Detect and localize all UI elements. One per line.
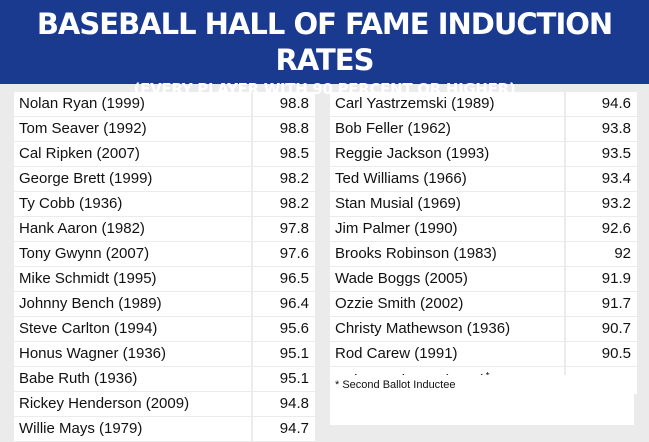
player-name: Rickey Henderson (2009) xyxy=(14,392,251,416)
induction-rate: 95.6 xyxy=(253,317,315,341)
induction-rate: 90.5 xyxy=(566,342,637,366)
player-name: Tony Gwynn (2007) xyxy=(14,242,251,266)
player-name: Stan Musial (1969) xyxy=(330,192,564,216)
induction-rate: 93.8 xyxy=(566,117,637,141)
table-row: Rickey Henderson (2009) 94.8 xyxy=(14,392,315,416)
player-name: Wade Boggs (2005) xyxy=(330,267,564,291)
induction-rate: 97.6 xyxy=(253,242,315,266)
player-name: Willie Mays (1979) xyxy=(14,417,251,441)
player-name: Ty Cobb (1936) xyxy=(14,192,251,216)
table-row: Christy Mathewson (1936) 90.7 xyxy=(330,317,637,341)
induction-rate: 95.1 xyxy=(253,342,315,366)
table-row: Ty Cobb (1936) 98.2 xyxy=(14,192,315,216)
footnote-box: * Second Ballot Inductee xyxy=(330,375,634,425)
induction-rate: 97.8 xyxy=(253,217,315,241)
player-name: Babe Ruth (1936) xyxy=(14,367,251,391)
player-name: Cal Ripken (2007) xyxy=(14,142,251,166)
page-title: BASEBALL HALL OF FAME INDUCTION RATES xyxy=(36,7,613,77)
table-row: Stan Musial (1969) 93.2 xyxy=(330,192,637,216)
induction-rate: 98.8 xyxy=(253,92,315,116)
table-row: Willie Mays (1979) 94.7 xyxy=(14,417,315,441)
table-row: Steve Carlton (1994) 95.6 xyxy=(14,317,315,341)
player-name: Christy Mathewson (1936) xyxy=(330,317,564,341)
player-name: Johnny Bench (1989) xyxy=(14,292,251,316)
induction-rate: 98.2 xyxy=(253,167,315,191)
table-row: Bob Feller (1962) 93.8 xyxy=(330,117,637,141)
player-name: Brooks Robinson (1983) xyxy=(330,242,564,266)
table-row: Cal Ripken (2007) 98.5 xyxy=(14,142,315,166)
induction-rate: 91.7 xyxy=(566,292,637,316)
induction-rate: 92 xyxy=(566,242,637,266)
table-row: Carl Yastrzemski (1989) 94.6 xyxy=(330,92,637,116)
player-name: Ted Williams (1966) xyxy=(330,167,564,191)
induction-rate: 94.6 xyxy=(566,92,637,116)
right-table: Carl Yastrzemski (1989) 94.6 Bob Feller (1… xyxy=(330,92,637,395)
induction-rate: 91.9 xyxy=(566,267,637,291)
induction-rate: 90.7 xyxy=(566,317,637,341)
player-name: Nolan Ryan (1999) xyxy=(14,92,251,116)
content: Nolan Ryan (1999) 98.8 Tom Seaver (1992) 98… xyxy=(0,84,649,441)
table-row: Rod Carew (1991) 90.5 xyxy=(330,342,637,366)
induction-rate: 96.5 xyxy=(253,267,315,291)
induction-rate: 98.8 xyxy=(253,117,315,141)
header: BASEBALL HALL OF FAME INDUCTION RATES (E… xyxy=(0,0,649,98)
induction-rate: 93.2 xyxy=(566,192,637,216)
footnote: * Second Ballot Inductee xyxy=(335,379,456,391)
induction-rate: 95.1 xyxy=(253,367,315,391)
induction-rate: 98.5 xyxy=(253,142,315,166)
table-row: Ozzie Smith (2002) 91.7 xyxy=(330,292,637,316)
player-name: Honus Wagner (1936) xyxy=(14,342,251,366)
induction-rate: 93.5 xyxy=(566,142,637,166)
player-name: Reggie Jackson (1993) xyxy=(330,142,564,166)
player-name: Mike Schmidt (1995) xyxy=(14,267,251,291)
player-name: Rod Carew (1991) xyxy=(330,342,564,366)
player-name: George Brett (1999) xyxy=(14,167,251,191)
table-row: Tony Gwynn (2007) 97.6 xyxy=(14,242,315,266)
table-row: George Brett (1999) 98.2 xyxy=(14,167,315,191)
table-row: Reggie Jackson (1993) 93.5 xyxy=(330,142,637,166)
induction-rate: 94.8 xyxy=(253,392,315,416)
player-name: Carl Yastrzemski (1989) xyxy=(330,92,564,116)
table-row: Honus Wagner (1936) 95.1 xyxy=(14,342,315,366)
player-name: Tom Seaver (1992) xyxy=(14,117,251,141)
player-name: Ozzie Smith (2002) xyxy=(330,292,564,316)
table-row: Mike Schmidt (1995) 96.5 xyxy=(14,267,315,291)
induction-rate: 98.2 xyxy=(253,192,315,216)
player-name: Jim Palmer (1990) xyxy=(330,217,564,241)
table-row: Brooks Robinson (1983) 92 xyxy=(330,242,637,266)
table-row: Ted Williams (1966) 93.4 xyxy=(330,167,637,191)
induction-rate: 94.7 xyxy=(253,417,315,441)
induction-rate: 93.4 xyxy=(566,167,637,191)
induction-rate: 96.4 xyxy=(253,292,315,316)
player-name: Bob Feller (1962) xyxy=(330,117,564,141)
table-row: Johnny Bench (1989) 96.4 xyxy=(14,292,315,316)
player-name: Steve Carlton (1994) xyxy=(14,317,251,341)
table-row: Tom Seaver (1992) 98.8 xyxy=(14,117,315,141)
player-name: Hank Aaron (1982) xyxy=(14,217,251,241)
table-row: Hank Aaron (1982) 97.8 xyxy=(14,217,315,241)
table-row: Wade Boggs (2005) 91.9 xyxy=(330,267,637,291)
table-row: Babe Ruth (1936) 95.1 xyxy=(14,367,315,391)
table-row: Nolan Ryan (1999) 98.8 xyxy=(14,92,315,116)
left-table: Nolan Ryan (1999) 98.8 Tom Seaver (1992) 98… xyxy=(14,92,315,442)
induction-rate: 92.6 xyxy=(566,217,637,241)
table-row: Jim Palmer (1990) 92.6 xyxy=(330,217,637,241)
